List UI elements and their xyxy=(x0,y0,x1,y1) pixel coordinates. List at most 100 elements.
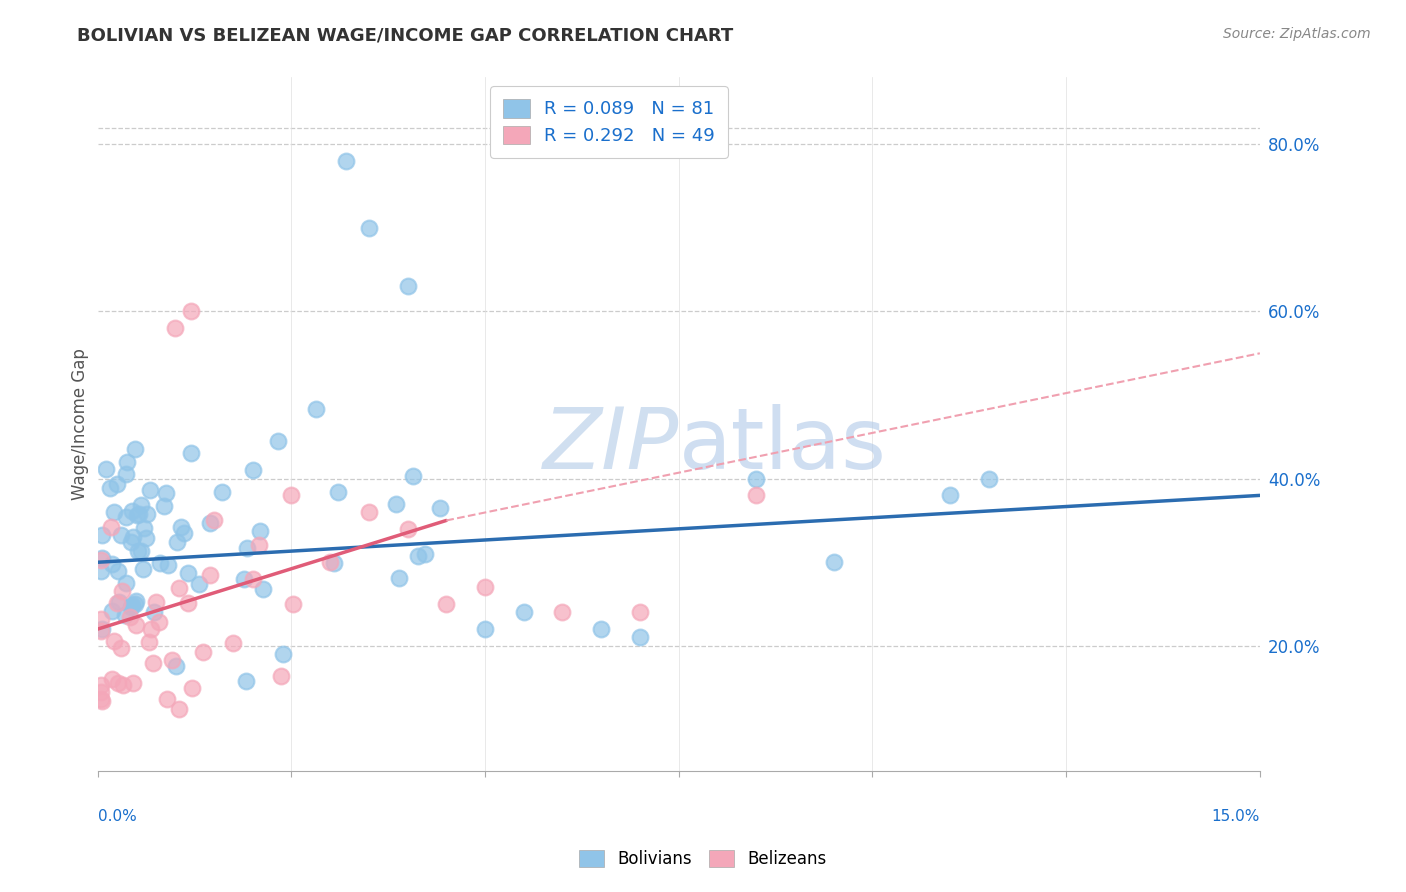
Point xyxy=(170,519,193,533)
Point xyxy=(357,505,380,519)
Point xyxy=(281,597,304,611)
Point xyxy=(91,622,114,636)
Point xyxy=(120,610,142,624)
Point xyxy=(745,472,768,486)
Point xyxy=(939,488,962,502)
Point xyxy=(107,564,129,578)
Point xyxy=(149,556,172,570)
Point xyxy=(90,694,112,708)
Point xyxy=(628,631,651,645)
Point xyxy=(90,624,112,639)
Point xyxy=(396,522,419,536)
Text: Source: ZipAtlas.com: Source: ZipAtlas.com xyxy=(1223,27,1371,41)
Point xyxy=(242,463,264,477)
Point xyxy=(165,658,187,673)
Point xyxy=(323,556,346,570)
Point xyxy=(173,525,195,540)
Point xyxy=(115,510,138,524)
Point xyxy=(142,656,165,670)
Point xyxy=(388,571,411,585)
Point xyxy=(305,401,328,416)
Point xyxy=(233,572,256,586)
Y-axis label: Wage/Income Gap: Wage/Income Gap xyxy=(72,349,89,500)
Point xyxy=(396,279,419,293)
Point xyxy=(242,572,264,586)
Point xyxy=(270,669,292,683)
Point xyxy=(135,507,157,521)
Point xyxy=(166,535,188,549)
Point xyxy=(157,558,180,573)
Point xyxy=(90,551,112,566)
Legend: R = 0.089   N = 81, R = 0.292   N = 49: R = 0.089 N = 81, R = 0.292 N = 49 xyxy=(491,87,728,158)
Point xyxy=(132,521,155,535)
Point xyxy=(115,467,138,481)
Point xyxy=(319,555,342,569)
Point xyxy=(235,673,257,688)
Point xyxy=(114,575,136,590)
Point xyxy=(127,544,149,558)
Point xyxy=(110,641,132,656)
Point xyxy=(143,605,166,619)
Point xyxy=(326,484,349,499)
Point xyxy=(180,446,202,460)
Point xyxy=(155,486,177,500)
Point xyxy=(107,676,129,690)
Point xyxy=(413,547,436,561)
Point xyxy=(141,622,163,636)
Point xyxy=(138,635,160,649)
Point xyxy=(101,558,124,572)
Point xyxy=(165,321,187,335)
Legend: Bolivians, Belizeans: Bolivians, Belizeans xyxy=(572,843,834,875)
Point xyxy=(122,530,145,544)
Point xyxy=(129,543,152,558)
Point xyxy=(110,528,132,542)
Point xyxy=(125,618,148,632)
Text: 0.0%: 0.0% xyxy=(97,809,136,824)
Point xyxy=(335,154,357,169)
Point xyxy=(117,455,139,469)
Point xyxy=(384,497,406,511)
Point xyxy=(474,622,496,636)
Point xyxy=(252,582,274,596)
Text: atlas: atlas xyxy=(679,404,887,487)
Point xyxy=(103,505,125,519)
Point xyxy=(124,597,146,611)
Point xyxy=(91,528,114,542)
Point xyxy=(406,549,429,564)
Point xyxy=(202,513,225,527)
Point xyxy=(111,584,134,599)
Text: ZIP: ZIP xyxy=(543,404,679,487)
Point xyxy=(745,488,768,502)
Point xyxy=(429,500,451,515)
Point xyxy=(160,653,183,667)
Point xyxy=(591,622,613,636)
Point xyxy=(124,442,146,457)
Point xyxy=(156,691,179,706)
Point xyxy=(111,678,134,692)
Point xyxy=(273,648,295,662)
Point xyxy=(129,498,152,512)
Point xyxy=(187,577,209,591)
Point xyxy=(148,615,170,629)
Point xyxy=(120,599,142,614)
Point xyxy=(628,606,651,620)
Point xyxy=(101,672,124,686)
Point xyxy=(222,636,245,650)
Point xyxy=(266,434,288,448)
Point xyxy=(90,553,112,567)
Point xyxy=(513,606,536,620)
Point xyxy=(100,520,122,534)
Point xyxy=(101,604,124,618)
Point xyxy=(235,541,257,555)
Point xyxy=(180,681,202,696)
Point xyxy=(247,539,270,553)
Point xyxy=(357,220,380,235)
Point xyxy=(200,516,222,530)
Text: BOLIVIAN VS BELIZEAN WAGE/INCOME GAP CORRELATION CHART: BOLIVIAN VS BELIZEAN WAGE/INCOME GAP COR… xyxy=(77,27,734,45)
Point xyxy=(90,691,112,706)
Point xyxy=(249,524,271,538)
Point xyxy=(121,503,143,517)
Point xyxy=(191,645,214,659)
Point xyxy=(90,564,112,578)
Point xyxy=(90,685,112,699)
